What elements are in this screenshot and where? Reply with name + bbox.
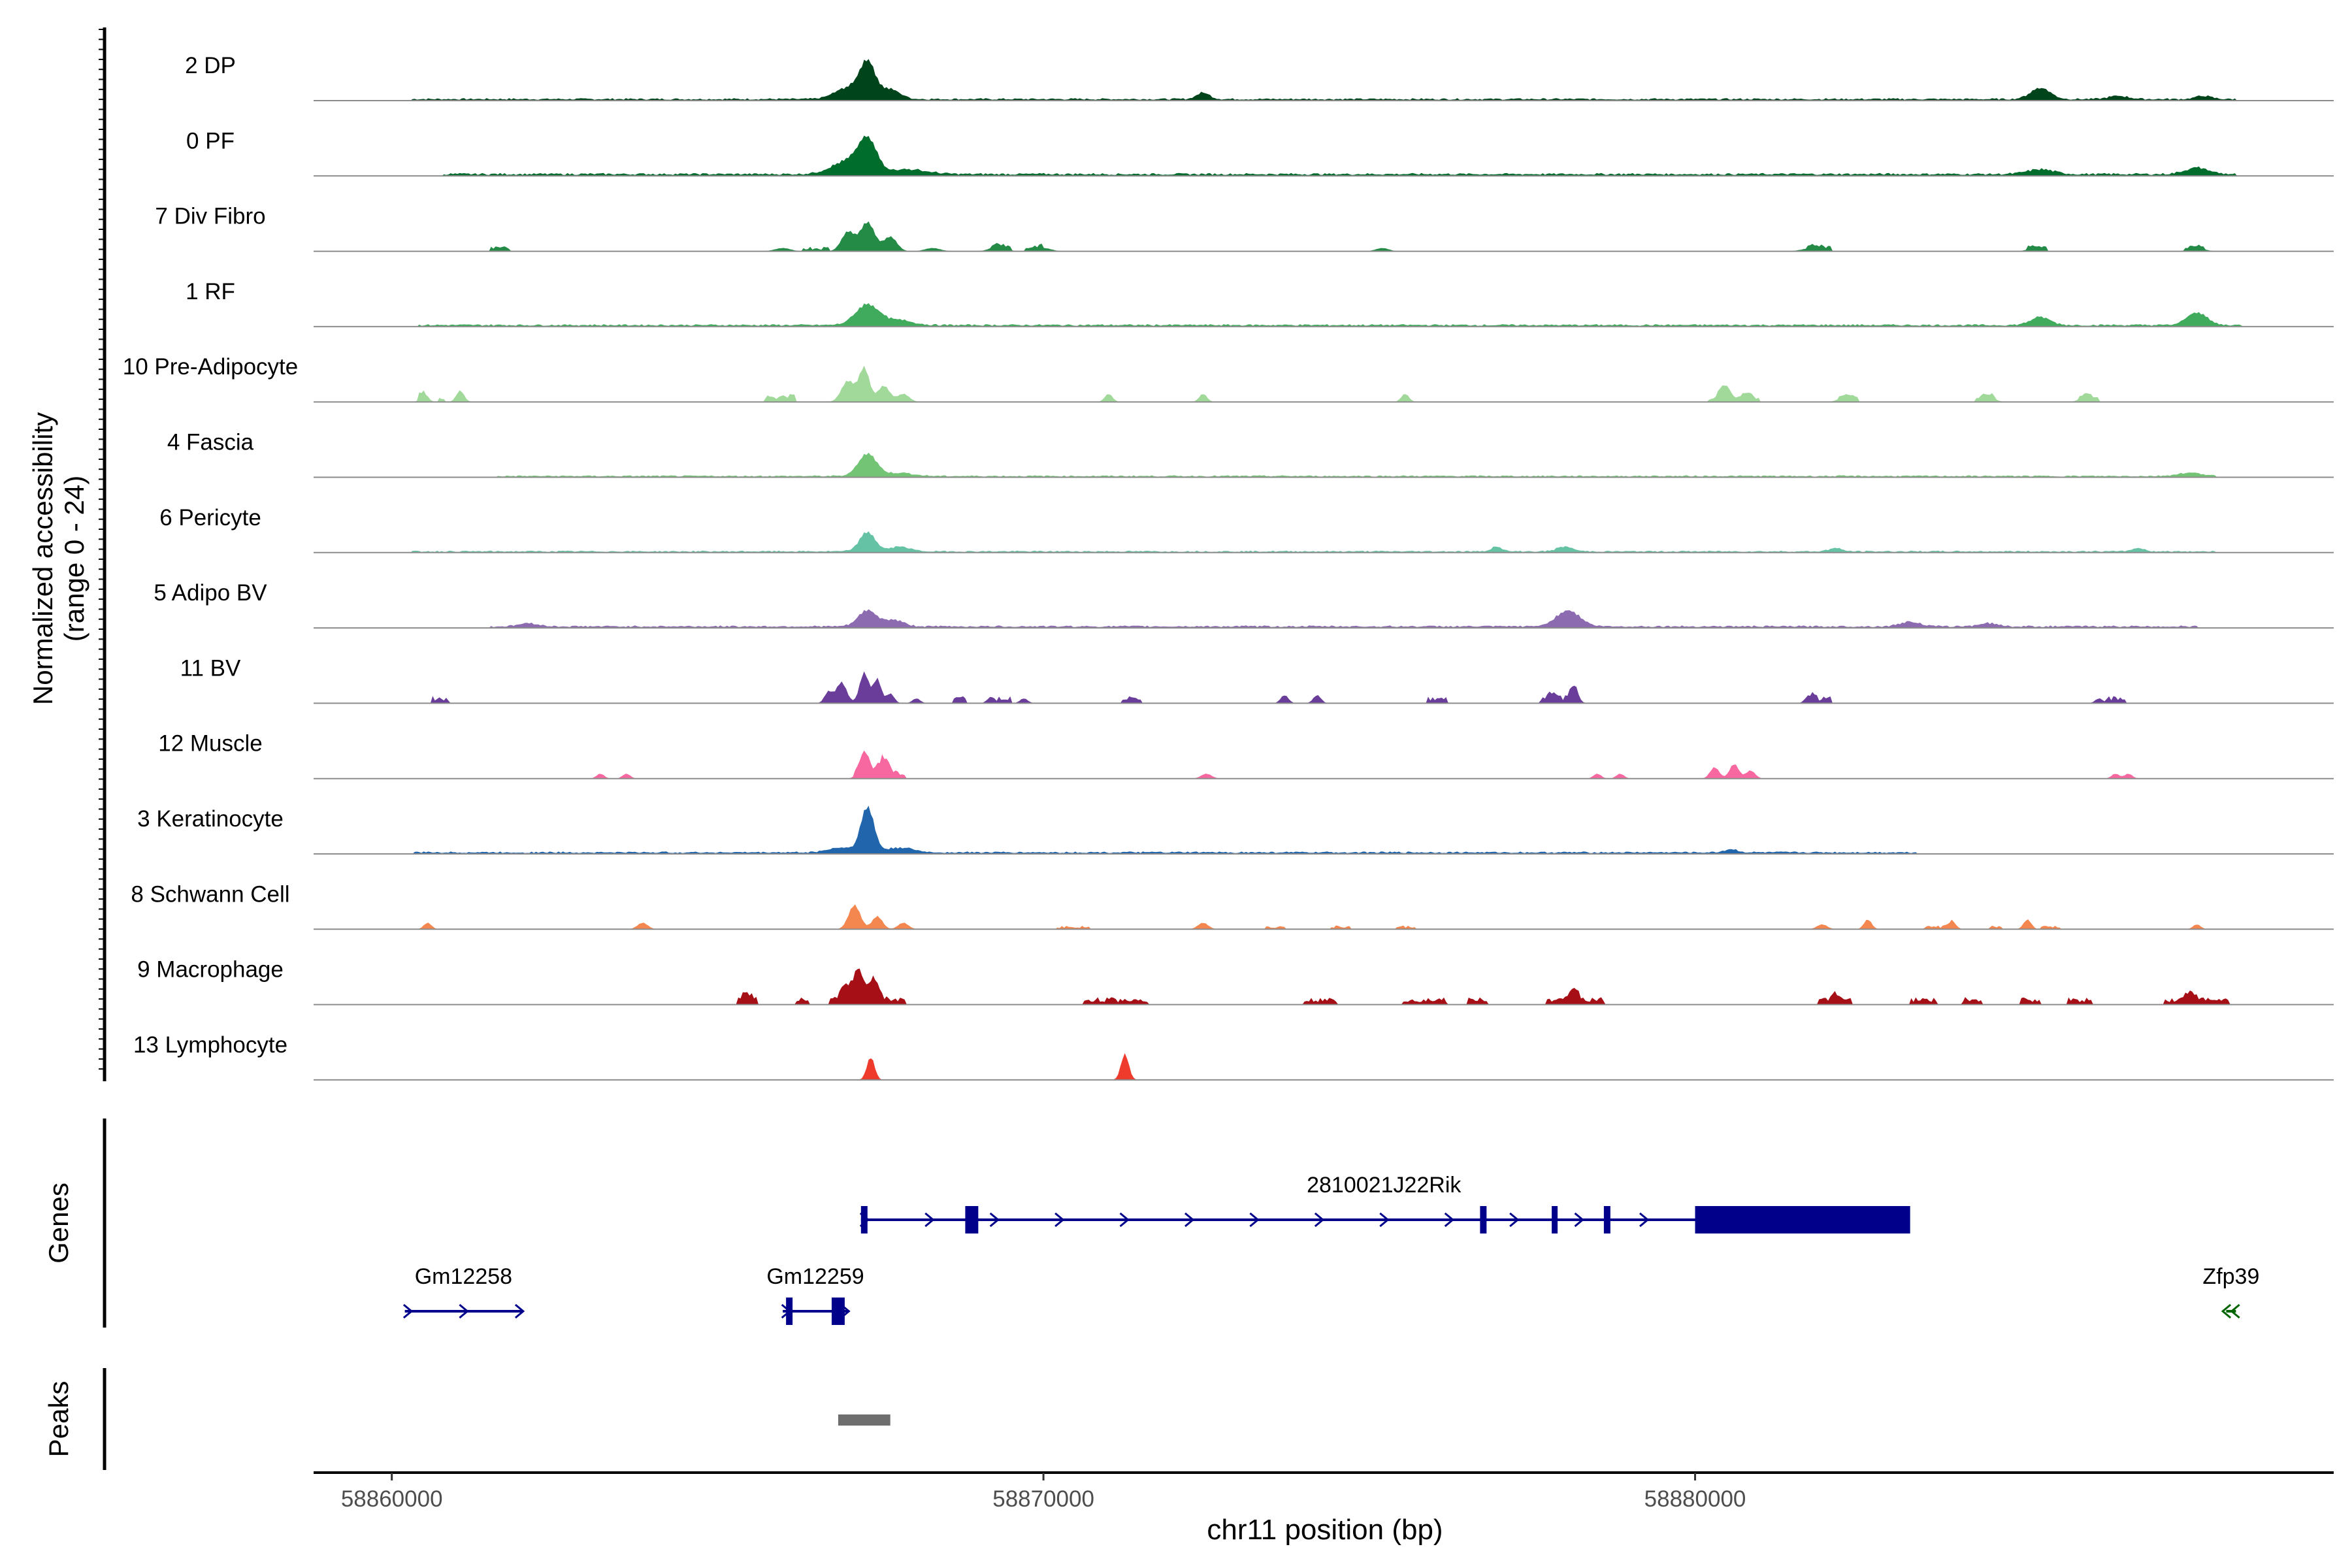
strand-arrow	[924, 1212, 935, 1228]
gene-exon	[965, 1206, 979, 1233]
track-label: 13 Lymphocyte	[133, 1032, 287, 1058]
peak-region	[838, 1414, 890, 1426]
gene-label: Zfp39	[2202, 1264, 2259, 1289]
x-tick-label: 58880000	[1644, 1486, 1746, 1512]
strand-arrow	[1119, 1212, 1130, 1228]
strand-arrow	[1379, 1212, 1390, 1228]
strand-arrow	[1249, 1212, 1260, 1228]
track-signal	[314, 750, 2334, 779]
track-label: 8 Schwann Cell	[131, 881, 289, 907]
track-5: 10 Pre-Adipocyte	[123, 354, 2334, 403]
gene-2810021J22Rik: 2810021J22Rik	[859, 1173, 1910, 1233]
track-11: 3 Keratinocyte	[137, 806, 2334, 855]
strand-arrow	[514, 1303, 525, 1319]
track-9: 11 BV	[180, 655, 2334, 704]
track-3: 7 Div Fibro	[155, 204, 2334, 252]
track-7: 6 Pericyte	[159, 505, 2334, 553]
strand-arrow	[1444, 1212, 1455, 1228]
strand-arrow	[402, 1303, 414, 1319]
track-label: 6 Pericyte	[159, 505, 261, 531]
gene-exon	[786, 1298, 793, 1325]
track-label: 4 Fascia	[167, 430, 254, 455]
track-label: 7 Div Fibro	[155, 204, 265, 229]
strand-arrow	[1314, 1212, 1325, 1228]
strand-arrow	[1574, 1212, 1584, 1228]
strand-arrow	[1184, 1212, 1195, 1228]
x-axis-ticks: 58860000 58870000 58880000	[341, 1473, 1746, 1512]
gene-label: Gm12259	[766, 1264, 864, 1289]
track-12: 8 Schwann Cell	[131, 881, 2334, 930]
track-13: 9 Macrophage	[137, 957, 2334, 1005]
gene-Zfp39: Zfp39	[2202, 1264, 2259, 1319]
peaks-panel-label: Peaks	[43, 1381, 74, 1458]
y-axis-label-line1: Normalized accessibility	[27, 412, 58, 705]
track-label: 3 Keratinocyte	[137, 806, 284, 832]
gene-exon	[1603, 1206, 1610, 1233]
strand-arrow	[459, 1303, 469, 1319]
gene-label: Gm12258	[415, 1264, 512, 1289]
track-8: 5 Adipo BV	[154, 580, 2334, 629]
track-label: 10 Pre-Adipocyte	[123, 354, 298, 380]
gene-exon	[1695, 1206, 1910, 1233]
track-14: 13 Lymphocyte	[133, 1032, 2334, 1081]
strand-arrow	[1639, 1212, 1650, 1228]
track-signal	[314, 531, 2334, 553]
track-label: 12 Muscle	[158, 731, 263, 757]
track-2: 0 PF	[186, 128, 2334, 177]
x-tick-label: 58870000	[992, 1486, 1094, 1512]
track-6: 4 Fascia	[167, 430, 2334, 478]
strand-arrow	[1509, 1212, 1520, 1228]
peak-regions	[838, 1414, 890, 1426]
gene-Gm12259: Gm12259	[766, 1264, 864, 1325]
x-tick-label: 58860000	[341, 1486, 443, 1512]
track-label: 1 RF	[186, 279, 235, 304]
genes-panel-label: Genes	[43, 1183, 74, 1264]
gene-Gm12258: Gm12258	[402, 1264, 525, 1319]
track-4: 1 RF	[186, 279, 2334, 327]
coverage-tracks: 2 DP 0 PF 7 Div Fibro 1 RF 10 Pre-Adipocyte 4…	[123, 53, 2334, 1081]
strand-arrow	[989, 1212, 1000, 1228]
track-label: 0 PF	[186, 128, 235, 154]
gene-exon	[1552, 1206, 1558, 1233]
track-signal	[314, 609, 2334, 629]
strand-arrow	[1054, 1212, 1065, 1228]
track-label: 9 Macrophage	[137, 957, 284, 983]
track-label: 5 Adipo BV	[154, 580, 267, 606]
gene-label: 2810021J22Rik	[1307, 1173, 1462, 1198]
track-label: 11 BV	[180, 655, 241, 681]
track-label: 2 DP	[185, 53, 236, 78]
strand-arrow	[2230, 1303, 2240, 1319]
gene-exon	[831, 1298, 845, 1325]
gene-exon	[860, 1206, 868, 1233]
x-axis-label: chr11 position (bp)	[1207, 1514, 1443, 1546]
track-1: 2 DP	[185, 53, 2334, 101]
tracks-y-ticks	[99, 29, 105, 1070]
strand-arrow	[2221, 1303, 2232, 1319]
y-axis-label-line2: (range 0 - 24)	[59, 476, 90, 642]
track-10: 12 Muscle	[158, 731, 2334, 779]
gene-annotations: 2810021J22Rik Gm12258 Gm12259 Zfp39	[402, 1173, 2259, 1325]
gene-exon	[1480, 1206, 1487, 1233]
